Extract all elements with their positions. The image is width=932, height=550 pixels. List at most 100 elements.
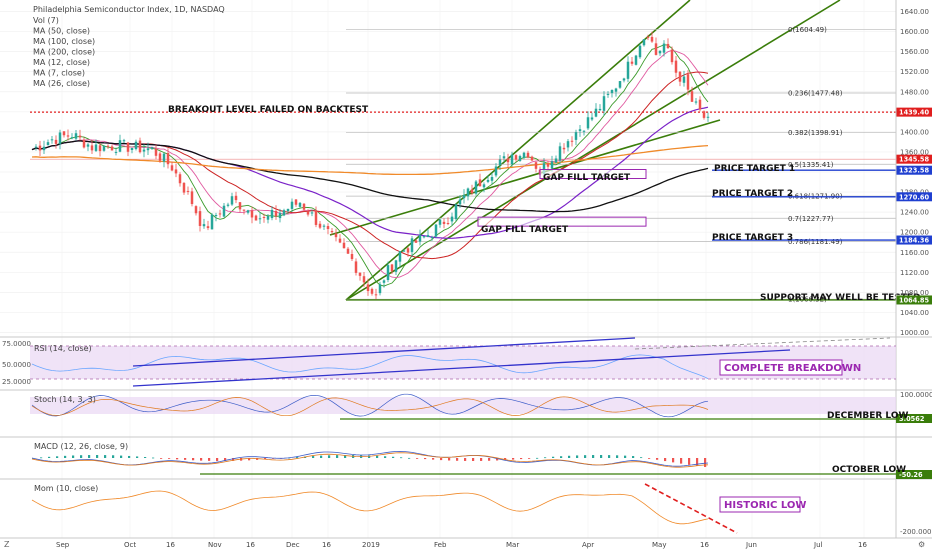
rsi-trend-extension [634, 337, 891, 350]
candle-body [462, 194, 466, 199]
candle-body [310, 212, 314, 214]
candle-body [322, 225, 326, 227]
candle-body [682, 76, 686, 83]
candle-body [382, 280, 386, 283]
price-tick-label: 1600.00 [900, 28, 929, 36]
annotation-label: PRICE TARGET 1 [714, 164, 795, 174]
macd-histogram-bar [72, 455, 75, 458]
macd-histogram-bar [528, 458, 531, 459]
candle-body [82, 139, 86, 148]
candle-body [618, 81, 622, 88]
candle-body [274, 210, 278, 217]
price-tag-value: 1064.85 [899, 296, 929, 304]
candle-body [514, 155, 518, 160]
gap-fill-label: GAP FILL TARGET [543, 173, 631, 183]
macd-histogram-bar [656, 458, 659, 460]
macd-histogram-bar [232, 458, 235, 461]
legend-item: MA (100, close) [33, 37, 95, 46]
macd-histogram-bar [392, 456, 395, 458]
macd-histogram-bar [472, 458, 475, 461]
candle-body [66, 135, 70, 137]
price-tick-label: 1480.00 [900, 88, 929, 96]
candle-body [262, 217, 266, 219]
candle-body [534, 162, 538, 169]
candle-body [566, 141, 570, 148]
candle-body [446, 223, 450, 225]
candle-body [270, 209, 274, 219]
price-tick-label: 1000.00 [900, 329, 929, 337]
legend-item: MA (12, close) [33, 58, 90, 67]
macd-histogram-bar [704, 458, 707, 467]
macd-histogram-bar [136, 456, 139, 458]
stoch-panel: Stoch (14, 3, 3) 100.0000 3.0562 DECEMBE… [30, 391, 932, 423]
time-tick-label: Oct [124, 541, 136, 549]
candle-body [406, 248, 410, 253]
candle-body [590, 117, 594, 120]
candle-body [298, 202, 302, 207]
candle-body [586, 117, 590, 129]
rsi-note: COMPLETE BREAKDOWN [724, 363, 861, 374]
candle-body [86, 144, 90, 147]
candle-body [258, 218, 262, 220]
candle-body [58, 132, 62, 144]
macd-histogram-bar [344, 455, 347, 458]
candle-body [314, 210, 318, 225]
candle-body [422, 236, 426, 238]
candle-body [470, 189, 474, 194]
candle-body [178, 174, 182, 184]
settings-gear-icon[interactable]: ⚙ [918, 540, 925, 549]
price-tag-value: 1184.36 [899, 237, 929, 245]
macd-histogram-bar [424, 458, 427, 460]
candle-body [418, 234, 422, 242]
candle-body [594, 108, 598, 117]
moving-averages [31, 44, 709, 287]
price-tick-label: 1240.00 [900, 209, 929, 217]
macd-histogram-bar [40, 457, 43, 459]
legend: Philadelphia Semiconductor Index, 1D, NA… [33, 5, 225, 88]
price-tag-value: 1323.58 [899, 167, 929, 175]
price-tick-label: 1080.00 [900, 289, 929, 297]
macd-histogram-bar [536, 457, 539, 459]
candle-body [234, 195, 238, 201]
fib-level-label: 0.5(1335.41) [788, 161, 834, 169]
macd-histogram-bar [552, 456, 555, 458]
legend-item: MA (200, close) [33, 48, 95, 57]
macd-histogram-bar [544, 457, 547, 459]
candle-body [402, 250, 406, 252]
time-tick-label: Feb [434, 541, 447, 549]
candle-body [302, 203, 306, 210]
annotation-label: SUPPORT MAY WELL BE TESTED [760, 293, 921, 303]
candle-body [454, 204, 458, 220]
candle-body [306, 211, 310, 215]
price-tick-label: 1120.00 [900, 269, 929, 277]
price-tags: 1439.40 1345.58 1323.58 1270.60 1184.36 1064.… [896, 107, 932, 305]
candle-body [466, 188, 470, 197]
candle-body [606, 93, 610, 95]
time-tick-label: Apr [582, 541, 594, 549]
fib-level-label: 0.7(1227.77) [788, 215, 834, 223]
candle-body [278, 212, 282, 219]
candle-body [674, 60, 678, 73]
candle-body [206, 226, 210, 229]
macd-histogram-bar [688, 458, 691, 465]
z-icon[interactable]: Z [4, 540, 10, 549]
candle-body [174, 169, 178, 174]
macd-histogram-bar [312, 456, 315, 458]
macd-histogram-bar [448, 458, 451, 461]
candle-body [182, 182, 186, 193]
macd-histogram-bar [648, 458, 651, 459]
candle-body [90, 145, 94, 151]
candle-body [670, 49, 674, 63]
candle-body [578, 129, 582, 132]
candle-body [150, 147, 154, 149]
candle-body [266, 215, 270, 220]
candle-body [198, 211, 202, 226]
candle-body [598, 108, 602, 111]
candle-body [518, 156, 522, 161]
time-tick-label: Nov [208, 541, 222, 549]
candle-body [210, 214, 214, 230]
candle-body [282, 210, 286, 216]
time-tick-label: Jul [813, 541, 823, 549]
candle-body [226, 204, 230, 206]
rsi-tick: 75.0000 [2, 340, 31, 348]
